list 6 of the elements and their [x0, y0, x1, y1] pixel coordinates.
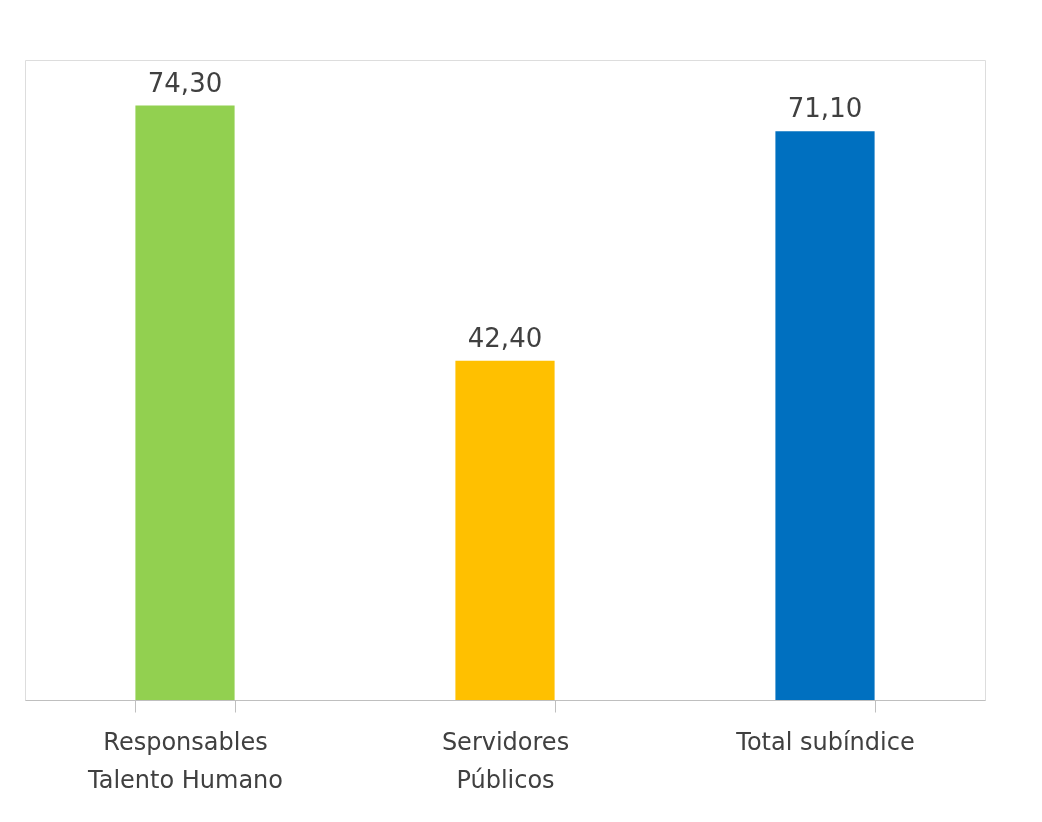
data-label: 71,10: [787, 93, 863, 124]
x-tick-label: Servidores Públicos: [441, 727, 570, 794]
x-tick-label: Total subíndice: [735, 727, 915, 756]
data-label: 74,30: [147, 67, 223, 98]
data-label: 42,40: [467, 322, 543, 353]
x-tick-label: Responsables Talento Humano: [87, 727, 283, 794]
